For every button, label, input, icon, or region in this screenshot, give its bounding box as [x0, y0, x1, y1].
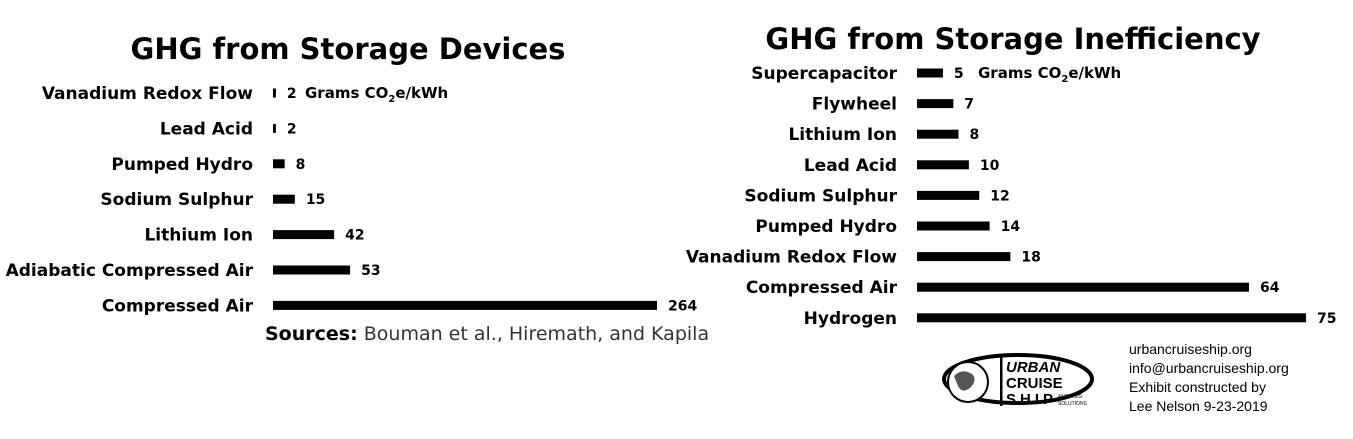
inefficiency-label-flywheel: Flywheel [812, 95, 897, 115]
sources-label: Sources: [265, 323, 358, 345]
logo-divider [1000, 356, 1003, 406]
devices-label-lithium-ion: Lithium Ion [144, 226, 253, 246]
inefficiency-value-hydrogen: 75 [1317, 311, 1336, 327]
devices-bar-vanadium-redox-flow [273, 88, 276, 98]
chart-storage-devices: GHG from Storage Devices Vanadium Redox F… [6, 32, 698, 316]
sources-text: Bouman et al., Hiremath, and Kapila [357, 323, 710, 345]
inefficiency-value-pumped-hydro: 14 [1001, 219, 1021, 235]
logo-tag-analysis: ANALYSIS [1058, 394, 1083, 400]
inefficiency-bar-supercapacitor [917, 68, 943, 78]
inefficiency-bar-lead-acid [917, 160, 969, 170]
devices-label-lead-acid: Lead Acid [160, 119, 253, 139]
devices-value-lead-acid: 2 [287, 121, 297, 137]
devices-value-pumped-hydro: 8 [296, 157, 306, 173]
logo-text-urban: URBAN [1006, 359, 1061, 376]
inefficiency-value-flywheel: 7 [964, 97, 974, 113]
sources-note: Sources: Bouman et al., Hiremath, and Ka… [265, 323, 709, 345]
inefficiency-value-lead-acid: 10 [980, 158, 1000, 174]
devices-label-pumped-hydro: Pumped Hydro [111, 155, 253, 175]
inefficiency-bar-hydrogen [917, 313, 1307, 323]
devices-bar-adiabatic-compressed-air [273, 265, 351, 275]
devices-bar-sodium-sulphur [273, 194, 295, 204]
devices-label-adiabatic-compressed-air: Adiabatic Compressed Air [6, 261, 254, 281]
logo-text-cruise: CRUISE [1006, 375, 1063, 392]
devices-value-adiabatic-compressed-air: 53 [361, 263, 380, 279]
devices-value-sodium-sulphur: 15 [306, 192, 325, 208]
inefficiency-label-vanadium-redox-flow: Vanadium Redox Flow [686, 248, 897, 268]
contact-info: urbancruiseship.org info@urbancruiseship… [1129, 340, 1289, 416]
email-text: info@urbancruiseship.org [1129, 360, 1289, 376]
inefficiency-label-compressed-air: Compressed Air [746, 278, 898, 298]
devices-value-vanadium-redox-flow: 2 [287, 86, 297, 102]
inefficiency-bar-lithium-ion [917, 129, 959, 139]
inefficiency-label-lithium-ion: Lithium Ion [788, 125, 897, 145]
inefficiency-label-hydrogen: Hydrogen [804, 309, 897, 329]
inefficiency-unit-label: Grams CO2e/kWh [978, 64, 1121, 85]
inefficiency-title: GHG from Storage Inefficiency [765, 22, 1260, 56]
inefficiency-bar-pumped-hydro [917, 221, 990, 231]
devices-value-compressed-air: 264 [668, 298, 697, 314]
inefficiency-label-lead-acid: Lead Acid [804, 156, 897, 176]
credit-line-2: Lee Nelson 9-23-2019 [1129, 398, 1268, 414]
inefficiency-bar-flywheel [917, 99, 954, 109]
inefficiency-value-vanadium-redox-flow: 18 [1021, 250, 1040, 266]
devices-bar-lithium-ion [273, 230, 335, 240]
inefficiency-value-supercapacitor: 5 [954, 66, 964, 82]
devices-bar-compressed-air [273, 300, 657, 310]
logo-ring [942, 353, 1094, 405]
inefficiency-value-lithium-ion: 8 [969, 127, 979, 143]
devices-label-compressed-air: Compressed Air [102, 296, 254, 316]
website-text: urbancruiseship.org [1129, 341, 1252, 357]
devices-bar-lead-acid [273, 123, 276, 133]
devices-unit-label: Grams CO2e/kWh [305, 84, 448, 105]
devices-bar-pumped-hydro [273, 159, 285, 169]
inefficiency-bar-sodium-sulphur [917, 190, 980, 200]
urban-cruise-ship-logo: URBAN CRUISE SHIP ANALYSIS SOLUTIONS [942, 353, 1094, 408]
inefficiency-bar-vanadium-redox-flow [917, 252, 1011, 262]
inefficiency-label-sodium-sulphur: Sodium Sulphur [744, 186, 897, 206]
inefficiency-bar-compressed-air [917, 282, 1249, 292]
globe-land-icon [954, 371, 975, 391]
inefficiency-value-compressed-air: 64 [1260, 280, 1280, 296]
credit-line-1: Exhibit constructed by [1129, 379, 1266, 395]
devices-title: GHG from Storage Devices [131, 32, 566, 66]
logo-text-ship: SHIP [1006, 391, 1057, 408]
inefficiency-label-pumped-hydro: Pumped Hydro [755, 217, 897, 237]
logo-tag-solutions: SOLUTIONS [1058, 401, 1088, 407]
devices-label-sodium-sulphur: Sodium Sulphur [100, 190, 253, 210]
devices-label-vanadium-redox-flow: Vanadium Redox Flow [42, 84, 253, 104]
devices-value-lithium-ion: 42 [345, 228, 364, 244]
inefficiency-value-sodium-sulphur: 12 [990, 188, 1009, 204]
inefficiency-label-supercapacitor: Supercapacitor [751, 64, 897, 84]
